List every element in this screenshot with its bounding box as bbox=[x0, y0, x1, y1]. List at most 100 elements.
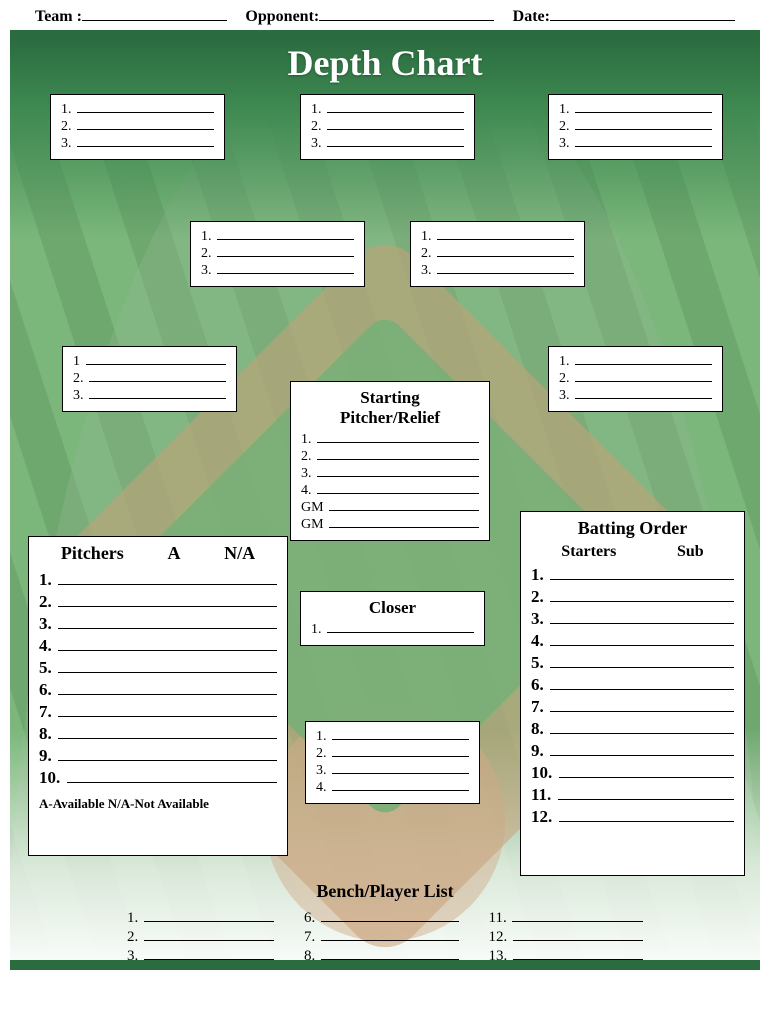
slot-underline[interactable] bbox=[550, 601, 734, 602]
slot-underline[interactable] bbox=[321, 959, 459, 960]
slot-number: 8. bbox=[531, 719, 548, 739]
slot-underline[interactable] bbox=[58, 738, 277, 739]
slot-underline[interactable] bbox=[58, 606, 277, 607]
slot-underline[interactable] bbox=[332, 790, 469, 791]
slot-underline[interactable] bbox=[327, 129, 464, 130]
slot-underline[interactable] bbox=[550, 689, 734, 690]
bench-col-1: 6. 7. 8. 9. 10. bbox=[304, 908, 459, 970]
pitchers-header: PitchersAN/A bbox=[39, 543, 277, 564]
slot-number: 4. bbox=[531, 631, 548, 651]
slot-underline[interactable] bbox=[329, 510, 479, 511]
slot-line: 3. bbox=[73, 388, 226, 404]
slot-underline[interactable] bbox=[513, 959, 643, 960]
slot-underline[interactable] bbox=[332, 756, 469, 757]
slot-line: 1. bbox=[301, 432, 479, 448]
slot-underline[interactable] bbox=[559, 821, 735, 822]
slot-line: 8. bbox=[304, 948, 459, 965]
slot-number: 12. bbox=[531, 807, 557, 827]
slot-number: 1. bbox=[301, 432, 315, 448]
slot-number: GM bbox=[301, 517, 327, 533]
slot-number: 2. bbox=[73, 371, 87, 387]
slot-underline[interactable] bbox=[329, 527, 479, 528]
team-line[interactable] bbox=[82, 20, 227, 21]
slot-underline[interactable] bbox=[550, 755, 734, 756]
slot-underline[interactable] bbox=[437, 256, 574, 257]
slot-underline[interactable] bbox=[58, 584, 277, 585]
slot-underline[interactable] bbox=[58, 694, 277, 695]
slot-underline[interactable] bbox=[317, 442, 479, 443]
slot-underline[interactable] bbox=[58, 716, 277, 717]
slot-underline[interactable] bbox=[550, 645, 734, 646]
slot-underline[interactable] bbox=[327, 112, 464, 113]
slot-underline[interactable] bbox=[144, 959, 274, 960]
slot-number: 1. bbox=[201, 229, 215, 245]
slot-underline[interactable] bbox=[321, 921, 459, 922]
slot-line: 2. bbox=[61, 119, 214, 135]
slot-line: 2. bbox=[127, 929, 274, 946]
slot-underline[interactable] bbox=[332, 739, 469, 740]
opponent-line[interactable] bbox=[319, 20, 494, 21]
slot-underline[interactable] bbox=[86, 364, 227, 365]
slot-underline[interactable] bbox=[217, 256, 354, 257]
slot-number: 8. bbox=[39, 724, 56, 744]
slot-underline[interactable] bbox=[559, 777, 735, 778]
slot-line: 1. bbox=[311, 622, 474, 638]
slot-underline[interactable] bbox=[575, 112, 712, 113]
slot-underline[interactable] bbox=[77, 112, 214, 113]
slot-underline[interactable] bbox=[67, 782, 278, 783]
slot-number: 13. bbox=[489, 948, 512, 965]
slot-underline[interactable] bbox=[58, 628, 277, 629]
slot-underline[interactable] bbox=[317, 493, 479, 494]
slot-underline[interactable] bbox=[321, 940, 459, 941]
slot-line: 3. bbox=[559, 388, 712, 404]
slot-underline[interactable] bbox=[550, 733, 734, 734]
slot-underline[interactable] bbox=[575, 398, 712, 399]
slot-underline[interactable] bbox=[512, 921, 643, 922]
slot-underline[interactable] bbox=[575, 381, 712, 382]
slot-underline[interactable] bbox=[317, 459, 479, 460]
page-title: Depth Chart bbox=[10, 42, 760, 84]
slot-underline[interactable] bbox=[217, 239, 354, 240]
slot-line: 1. bbox=[421, 229, 574, 245]
slot-underline[interactable] bbox=[327, 632, 474, 633]
slot-underline[interactable] bbox=[575, 129, 712, 130]
slot-underline[interactable] bbox=[58, 672, 277, 673]
slot-number: 1 bbox=[73, 354, 84, 370]
slot-underline[interactable] bbox=[575, 364, 712, 365]
slot-underline[interactable] bbox=[550, 579, 734, 580]
slot-underline[interactable] bbox=[144, 940, 274, 941]
slot-underline[interactable] bbox=[217, 273, 354, 274]
slot-line: 4. bbox=[531, 631, 734, 651]
slot-line: 2. bbox=[531, 587, 734, 607]
slot-number: 3. bbox=[201, 263, 215, 279]
slot-line: 1. bbox=[201, 229, 354, 245]
corner-infield-box-0: 1 2. 3. bbox=[62, 346, 237, 412]
slot-underline[interactable] bbox=[550, 667, 734, 668]
slot-underline[interactable] bbox=[327, 146, 464, 147]
slot-underline[interactable] bbox=[89, 398, 226, 399]
slot-underline[interactable] bbox=[77, 146, 214, 147]
slot-line: 9. bbox=[39, 746, 277, 766]
slot-underline[interactable] bbox=[317, 476, 479, 477]
slot-line: 7. bbox=[531, 697, 734, 717]
slot-underline[interactable] bbox=[437, 273, 574, 274]
slot-underline[interactable] bbox=[550, 711, 734, 712]
slot-underline[interactable] bbox=[89, 381, 226, 382]
slot-underline[interactable] bbox=[550, 623, 734, 624]
slot-underline[interactable] bbox=[513, 940, 643, 941]
date-field: Date: bbox=[513, 8, 735, 26]
slot-line: 5. bbox=[531, 653, 734, 673]
slot-underline[interactable] bbox=[58, 650, 277, 651]
slot-number: 9. bbox=[531, 741, 548, 761]
slot-underline[interactable] bbox=[575, 146, 712, 147]
slot-underline[interactable] bbox=[332, 773, 469, 774]
slot-underline[interactable] bbox=[558, 799, 734, 800]
slot-underline[interactable] bbox=[77, 129, 214, 130]
slot-underline[interactable] bbox=[58, 760, 277, 761]
slot-number: 3. bbox=[311, 136, 325, 152]
slot-line: 7. bbox=[39, 702, 277, 722]
slot-underline[interactable] bbox=[144, 921, 274, 922]
date-line[interactable] bbox=[550, 20, 735, 21]
slot-underline[interactable] bbox=[437, 239, 574, 240]
slot-number: 14. bbox=[489, 967, 512, 970]
